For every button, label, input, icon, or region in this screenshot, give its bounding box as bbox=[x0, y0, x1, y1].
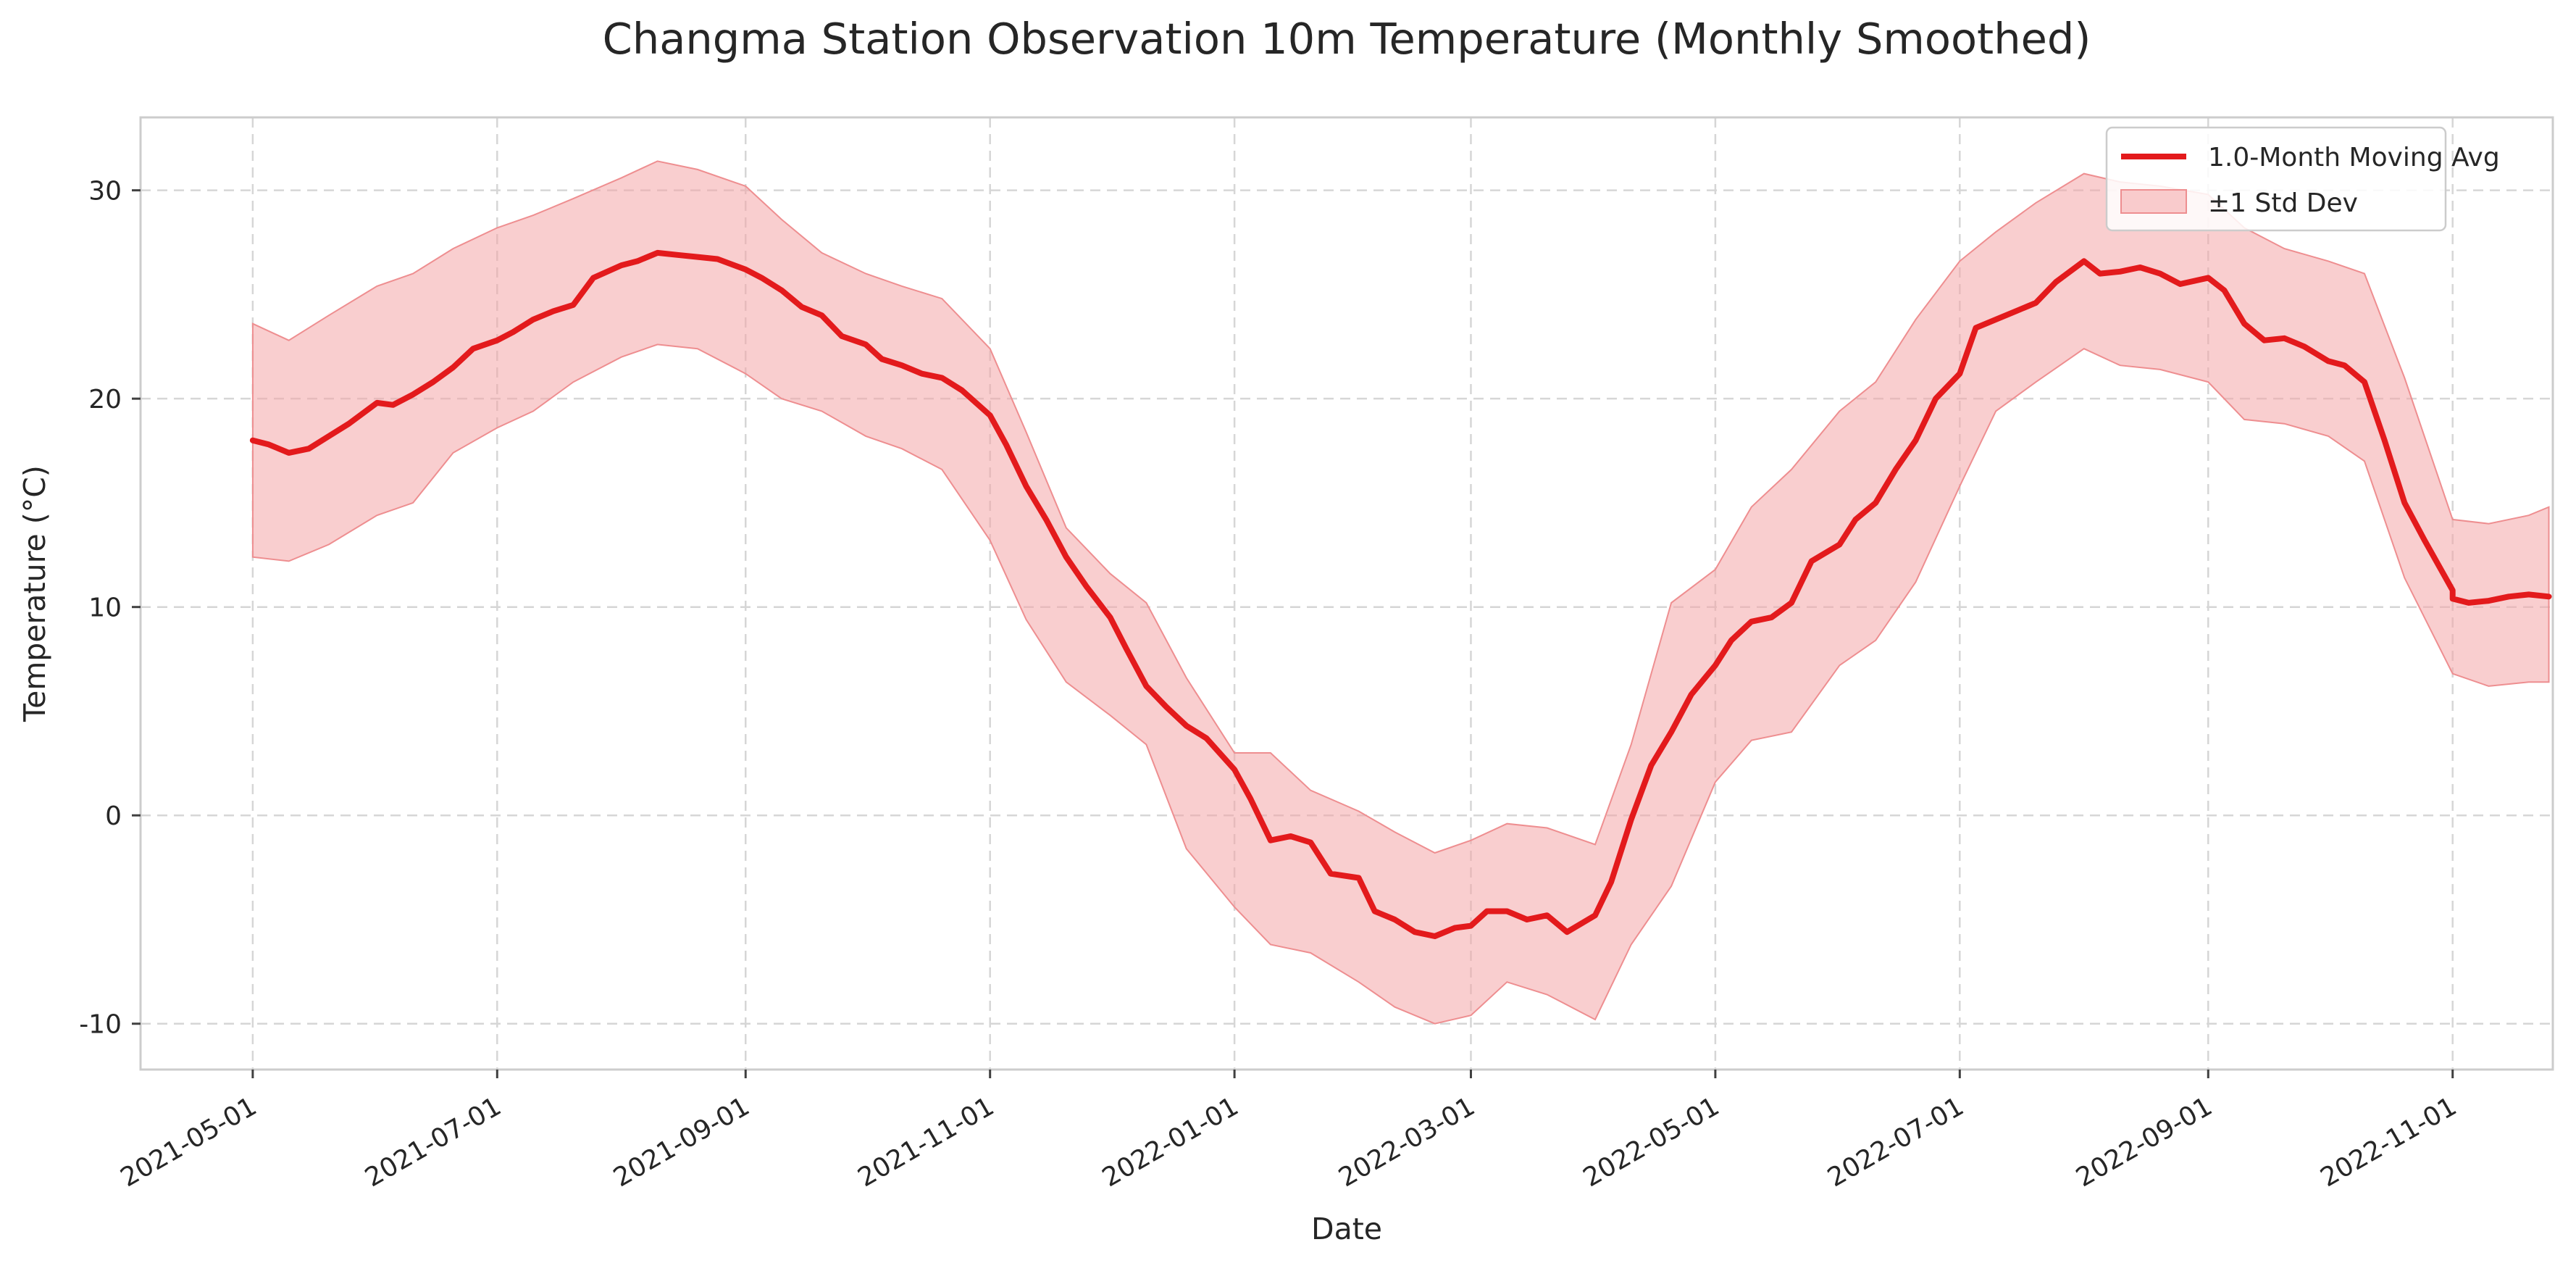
x-axis-label: Date bbox=[1311, 1212, 1382, 1246]
plot-frame bbox=[139, 116, 2554, 1071]
legend: 1.0-Month Moving Avg ±1 Std Dev bbox=[2105, 126, 2500, 232]
y-axis-ticks: -10 0 10 20 30 bbox=[79, 177, 141, 1040]
y-tick-label: 0 bbox=[105, 801, 122, 831]
legend-band-swatch bbox=[2120, 189, 2187, 214]
chart-title: Changma Station Observation 10m Temperat… bbox=[603, 14, 2091, 64]
y-tick-label: 30 bbox=[88, 177, 122, 207]
legend-box bbox=[2105, 126, 2447, 232]
y-tick-label: 20 bbox=[88, 385, 122, 414]
moving-average-line bbox=[249, 249, 2552, 939]
y-tick-label: 10 bbox=[88, 593, 122, 623]
legend-label-std-dev: ±1 Std Dev bbox=[2208, 188, 2358, 218]
y-tick-label: -10 bbox=[79, 1010, 122, 1040]
y-axis-label: Temperature (°C) bbox=[17, 465, 52, 722]
std-dev-band bbox=[251, 160, 2550, 1025]
legend-label-moving-avg: 1.0-Month Moving Avg bbox=[2208, 143, 2500, 172]
